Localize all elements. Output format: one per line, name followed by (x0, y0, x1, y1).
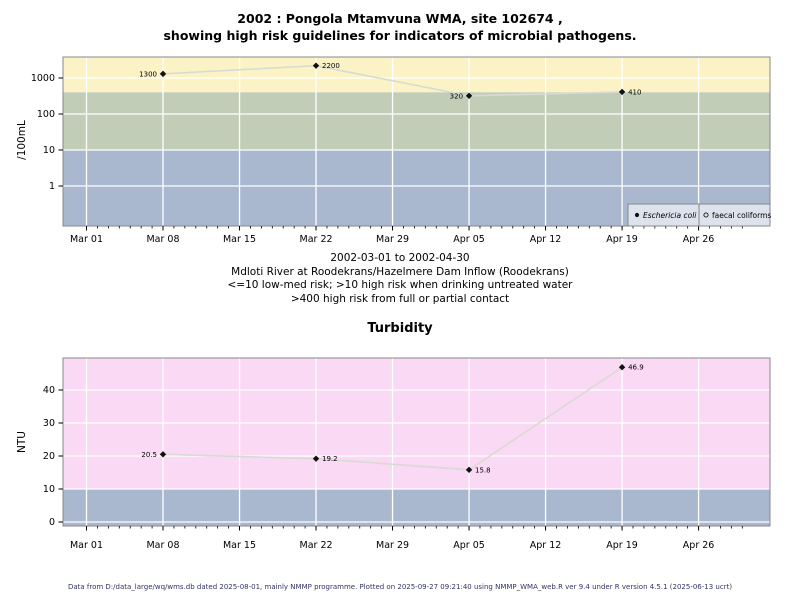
data-point-marker (465, 466, 473, 474)
y-axis-label: /100mL (16, 120, 28, 160)
footer-provenance-text: Data from D:/data_large/wq/wms.db dated … (67, 583, 733, 591)
data-point-marker (618, 364, 626, 371)
data-point-label: 320 (450, 92, 463, 100)
data-point-label: 20.5 (141, 451, 157, 459)
legend: Eschericia coli faecal coliforms (627, 203, 771, 227)
y-tick-label: 20 (43, 451, 55, 462)
x-tick-label: Mar 22 (300, 234, 333, 245)
risk-band (63, 57, 770, 93)
subtitle-risk-guideline-1: <=10 low-med risk; >10 high risk when dr… (227, 279, 573, 291)
data-point-marker (312, 62, 320, 69)
x-tick-label: Apr 26 (683, 234, 715, 245)
x-tick-label: Mar 08 (146, 540, 179, 551)
data-point-marker (465, 92, 473, 100)
y-tick-label: 1 (49, 181, 55, 192)
subtitle-risk-guideline-2: >400 high risk from full or partial cont… (290, 292, 510, 305)
data-point-marker (618, 88, 626, 96)
plot-border (62, 357, 771, 527)
turbidity-chart-title: Turbidity (367, 321, 433, 336)
page-title-line1: 2002 : Pongola Mtamvuna WMA, site 102674… (237, 11, 563, 26)
data-point-marker (159, 70, 167, 78)
legend-label-ecoli: Eschericia coli (643, 211, 697, 220)
legend-open-circle-icon (703, 212, 709, 218)
y-tick-label: 0 (49, 517, 55, 528)
risk-band (63, 92, 770, 150)
data-point-marker (159, 451, 167, 458)
x-tick-label: Apr 19 (606, 234, 638, 245)
y-tick-label: 10 (43, 145, 55, 156)
x-tick-label: Mar 08 (146, 234, 179, 245)
x-tick-label: Mar 01 (70, 234, 103, 245)
page-title-line2: showing high risk guidelines for indicat… (163, 28, 637, 43)
risk-band (63, 489, 770, 526)
y-tick-label: 30 (43, 418, 55, 429)
legend-label-faecal-coliforms: faecal coliforms (712, 211, 771, 220)
data-point-label: 46.9 (628, 364, 644, 372)
x-tick-label: Mar 22 (300, 540, 333, 551)
subtitle-date-range: 2002-03-01 to 2002-04-30 (330, 252, 470, 264)
x-tick-label: Apr 05 (453, 234, 485, 245)
x-tick-label: Mar 29 (376, 540, 409, 551)
x-tick-label: Apr 26 (683, 540, 715, 551)
x-tick-label: Apr 12 (530, 234, 562, 245)
data-point-label: 2200 (322, 62, 340, 70)
legend-filled-dot-icon (634, 212, 640, 218)
data-point-label: 1300 (139, 70, 157, 78)
x-tick-label: Mar 01 (70, 540, 103, 551)
x-tick-label: Apr 19 (606, 540, 638, 551)
chart-microbial-pathogens: Mar 01 Mar 08 Mar 15 Mar 22 Mar 29 Apr 05 Apr … (16, 56, 771, 245)
data-point-label: 19.2 (322, 455, 338, 463)
plot-border (62, 56, 771, 227)
series-line (162, 64, 623, 97)
y-axis-label: NTU (16, 431, 28, 453)
x-tick-label: Mar 15 (223, 540, 256, 551)
chart-turbidity: Mar 01 Mar 08 Mar 15 Mar 22 Mar 29 Apr 05 Apr … (16, 357, 771, 551)
x-tick-label: Apr 12 (530, 540, 562, 551)
series-line (162, 366, 623, 471)
data-point-marker (312, 455, 320, 462)
x-tick-label: Mar 29 (376, 234, 409, 245)
data-point-label: 410 (628, 88, 641, 96)
x-tick-label: Mar 15 (223, 234, 256, 245)
chart1-subtitle: 2002-03-01 to 2002-04-30 Mdloti River at… (0, 252, 800, 306)
data-point-label: 15.8 (475, 466, 491, 474)
y-tick-label: 1000 (31, 73, 55, 84)
x-tick-label: Apr 05 (453, 540, 485, 551)
y-tick-label: 100 (37, 109, 55, 120)
page-title: 2002 : Pongola Mtamvuna WMA, site 102674… (0, 10, 800, 44)
subtitle-site-name: Mdloti River at Roodekrans/Hazelmere Dam… (231, 265, 569, 278)
y-tick-label: 40 (43, 385, 55, 396)
y-tick-label: 10 (43, 484, 55, 495)
